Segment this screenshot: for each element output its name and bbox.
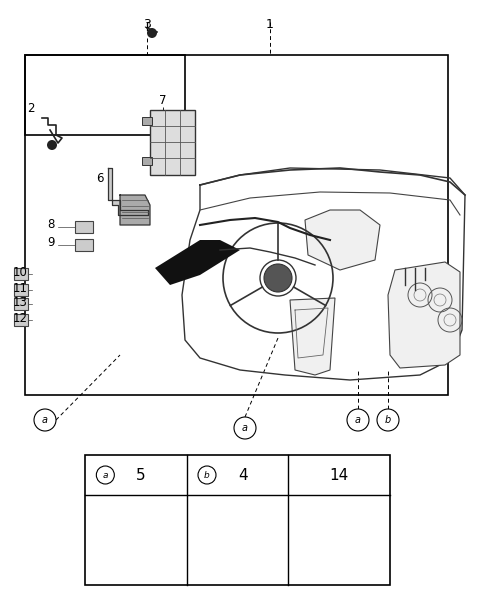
Polygon shape xyxy=(336,565,343,570)
Polygon shape xyxy=(155,240,240,285)
Bar xyxy=(14,268,28,280)
Bar xyxy=(132,535,139,565)
Circle shape xyxy=(226,532,250,556)
Circle shape xyxy=(234,417,256,439)
Text: a: a xyxy=(242,423,248,433)
Circle shape xyxy=(377,409,399,431)
Text: 11: 11 xyxy=(13,282,28,295)
Text: 1: 1 xyxy=(266,18,274,31)
Bar xyxy=(150,110,195,175)
Text: 4: 4 xyxy=(238,467,247,483)
Bar xyxy=(14,284,28,296)
Text: 3: 3 xyxy=(143,18,151,31)
Text: 2: 2 xyxy=(27,101,35,114)
Text: 5: 5 xyxy=(136,467,146,483)
Bar xyxy=(234,535,241,565)
Text: b: b xyxy=(385,415,391,425)
Bar xyxy=(85,455,390,585)
Text: 6: 6 xyxy=(96,172,104,184)
Circle shape xyxy=(124,532,148,556)
Circle shape xyxy=(34,409,56,431)
Bar xyxy=(25,55,448,395)
Circle shape xyxy=(198,466,216,484)
Text: 10: 10 xyxy=(13,266,28,279)
Circle shape xyxy=(264,264,292,292)
Bar xyxy=(14,314,28,326)
Text: b: b xyxy=(204,470,210,480)
Polygon shape xyxy=(132,565,139,570)
Circle shape xyxy=(96,466,114,484)
Bar xyxy=(75,239,93,251)
Text: a: a xyxy=(103,470,108,480)
Bar xyxy=(25,55,185,135)
Circle shape xyxy=(147,28,157,38)
Circle shape xyxy=(347,409,369,431)
Circle shape xyxy=(327,532,351,556)
Bar xyxy=(142,157,152,165)
Polygon shape xyxy=(120,195,150,225)
Text: 14: 14 xyxy=(330,467,349,483)
Text: a: a xyxy=(355,415,361,425)
Bar xyxy=(75,221,93,233)
Polygon shape xyxy=(305,210,380,270)
Circle shape xyxy=(47,140,57,150)
Polygon shape xyxy=(234,565,241,570)
Text: 13: 13 xyxy=(13,295,28,309)
Bar xyxy=(142,117,152,125)
Polygon shape xyxy=(388,262,460,368)
Polygon shape xyxy=(108,168,148,215)
Polygon shape xyxy=(290,298,335,375)
Bar xyxy=(336,535,343,565)
Text: 8: 8 xyxy=(48,218,55,231)
Text: a: a xyxy=(42,415,48,425)
Bar xyxy=(14,298,28,310)
Text: 12: 12 xyxy=(13,312,28,325)
Text: 7: 7 xyxy=(159,93,167,106)
Text: 9: 9 xyxy=(48,237,55,250)
